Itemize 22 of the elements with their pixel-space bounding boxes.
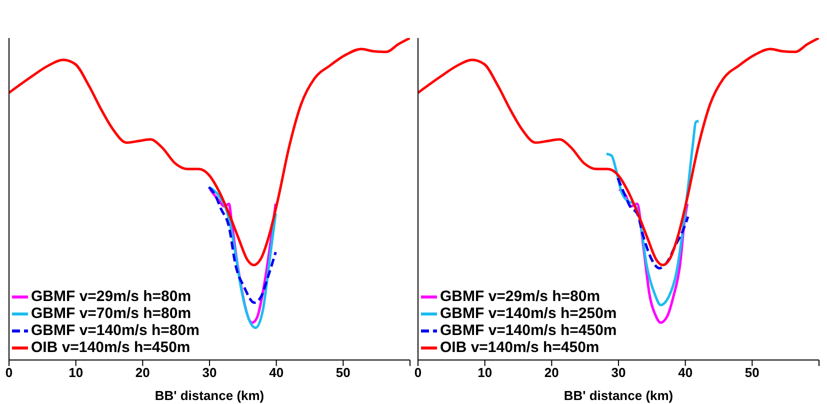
x-tick-label: 10 bbox=[478, 365, 492, 380]
x-tick-label: 30 bbox=[611, 365, 626, 380]
x-tick-label: 20 bbox=[544, 365, 559, 380]
legend-label: GBMF v=29m/s h=80m bbox=[440, 288, 600, 305]
x-axis-title: BB' distance (km) bbox=[154, 388, 264, 403]
legend-label: OIB v=140m/s h=450m bbox=[440, 339, 600, 356]
x-tick-label: 0 bbox=[5, 365, 13, 380]
legend-label: OIB v=140m/s h=450m bbox=[31, 339, 190, 356]
legend-label: GBMF v=140m/s h=80m bbox=[31, 322, 200, 339]
x-tick-label: 0 bbox=[414, 365, 422, 380]
legend-label: GBMF v=140m/s h=450m bbox=[440, 322, 617, 339]
legend-label: GBMF v=29m/s h=80m bbox=[31, 288, 192, 305]
x-tick-label: 10 bbox=[68, 365, 84, 380]
x-tick-label: 40 bbox=[678, 365, 693, 380]
x-tick-label: 40 bbox=[269, 365, 284, 380]
x-tick-label: 30 bbox=[202, 365, 217, 380]
x-axis-title: BB' distance (km) bbox=[564, 388, 674, 403]
x-tick-label: 20 bbox=[135, 365, 150, 380]
x-tick-label: 50 bbox=[336, 365, 350, 380]
legend-label: GBMF v=140m/s h=250m bbox=[440, 305, 617, 322]
x-tick-label: 50 bbox=[744, 365, 760, 380]
legend-label: GBMF v=70m/s h=80m bbox=[31, 305, 192, 322]
